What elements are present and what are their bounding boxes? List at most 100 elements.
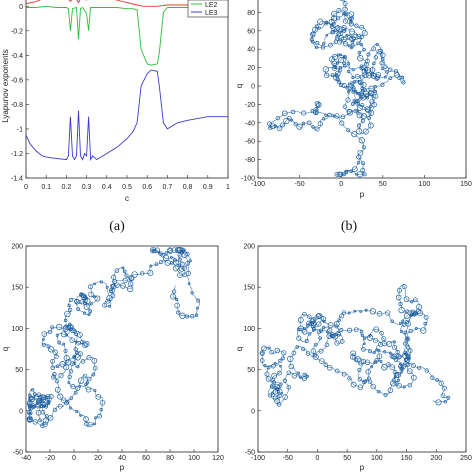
- trajectory-point: [278, 358, 283, 363]
- trajectory-point: [333, 74, 340, 81]
- trajectory-point: [395, 353, 402, 360]
- trajectory-point: [359, 64, 364, 69]
- trajectory-point: [334, 113, 340, 119]
- x-tick-label: 200: [430, 455, 442, 462]
- trajectory-point: [363, 61, 369, 67]
- trajectory-point: [82, 295, 87, 299]
- trajectory-point: [57, 403, 63, 409]
- trajectory-point: [424, 368, 429, 373]
- trajectory-point: [400, 371, 403, 374]
- trajectory-point: [403, 361, 409, 367]
- trajectory-point: [405, 309, 409, 314]
- caption-a: (a): [109, 219, 125, 234]
- trajectory-point: [401, 322, 407, 327]
- trajectory-point: [331, 333, 339, 340]
- trajectory-point: [385, 362, 391, 367]
- trajectory-point: [63, 318, 68, 323]
- trajectory-point: [367, 379, 373, 384]
- trajectory-point: [59, 361, 66, 368]
- trajectory-point: [405, 336, 411, 342]
- trajectory-point: [311, 40, 315, 44]
- y-tick-label: -40: [245, 120, 255, 127]
- trajectory-point: [362, 336, 367, 340]
- plot-area: [267, 0, 406, 178]
- trajectory-point: [329, 332, 336, 339]
- trajectory-point: [316, 329, 322, 335]
- trajectory-point: [283, 117, 290, 125]
- trajectory-point: [347, 90, 351, 94]
- trajectory-point: [351, 43, 355, 47]
- x-tick-label: 80: [166, 455, 174, 462]
- trajectory-point: [318, 348, 324, 354]
- trajectory-point: [330, 30, 335, 35]
- x-tick-label: 1: [226, 184, 230, 191]
- trajectory-point: [314, 126, 320, 132]
- trajectory-point: [335, 15, 341, 21]
- trajectory-point: [335, 61, 339, 65]
- trajectory-point: [361, 161, 365, 166]
- trajectory-point: [359, 66, 364, 71]
- trajectory-point: [366, 334, 374, 341]
- trajectory-point: [298, 375, 303, 379]
- panel-b: -100 -50 0 50 100 150 80 60 40 20 0 -20 -40 -60 -80 -10…: [235, 0, 472, 199]
- trajectory-point: [65, 399, 70, 404]
- trajectory-point: [386, 341, 393, 347]
- trajectory-point: [405, 321, 412, 327]
- trajectory-point: [403, 296, 410, 303]
- x-tick-label: 60: [142, 455, 150, 462]
- trajectory-point: [312, 353, 317, 358]
- trajectory-point: [346, 62, 351, 66]
- trajectory-point: [405, 345, 411, 350]
- trajectory-point: [162, 254, 170, 262]
- trajectory-point: [190, 314, 195, 319]
- trajectory-point: [343, 12, 347, 16]
- trajectory-point: [77, 351, 83, 357]
- trajectory-point: [84, 296, 89, 301]
- x-tick-label: -50: [283, 455, 293, 462]
- trajectory-point: [351, 131, 358, 138]
- trajectory-point: [320, 316, 327, 322]
- trajectory-point: [342, 6, 348, 12]
- trajectory-point: [360, 167, 366, 173]
- trajectory-point: [409, 309, 416, 316]
- legend-label: LE3: [205, 10, 218, 17]
- trajectory-point: [319, 328, 324, 333]
- trajectory-point: [99, 399, 106, 406]
- trajectory-point: [46, 344, 51, 349]
- trajectory-point: [327, 327, 333, 333]
- trajectory-point: [190, 291, 194, 295]
- trajectory-point: [416, 303, 423, 310]
- trajectory-point: [267, 346, 271, 350]
- trajectory-point: [364, 58, 370, 64]
- trajectory-point: [93, 295, 96, 299]
- trajectory-point: [302, 326, 306, 331]
- trajectory-point: [74, 332, 78, 337]
- trajectory-point: [360, 358, 367, 364]
- trajectory-point: [375, 43, 379, 47]
- trajectory-point: [358, 92, 365, 99]
- trajectory-point: [343, 41, 349, 47]
- trajectory-point: [34, 394, 40, 400]
- trajectory-point: [62, 342, 66, 346]
- x-tick-label: 100: [371, 455, 383, 462]
- trajectory-point: [370, 72, 374, 77]
- trajectory-point: [346, 109, 354, 116]
- trajectory-point: [185, 270, 191, 276]
- trajectory-point: [282, 394, 288, 400]
- x-axis-label: p: [360, 190, 365, 199]
- trajectory-point: [310, 317, 317, 323]
- y-tick-label: 50: [247, 367, 255, 374]
- trajectory-point: [52, 349, 58, 355]
- trajectory-point: [337, 318, 341, 322]
- trajectory-point: [70, 384, 76, 390]
- trajectory-point: [42, 422, 48, 428]
- trajectory-point: [97, 413, 102, 419]
- trajectory-point: [187, 282, 191, 285]
- trajectory-point: [30, 403, 37, 409]
- trajectory-point: [167, 247, 173, 253]
- trajectory-point: [351, 39, 355, 43]
- trajectory-point: [403, 313, 410, 319]
- trajectory-point: [64, 310, 71, 318]
- trajectory-point: [338, 35, 344, 41]
